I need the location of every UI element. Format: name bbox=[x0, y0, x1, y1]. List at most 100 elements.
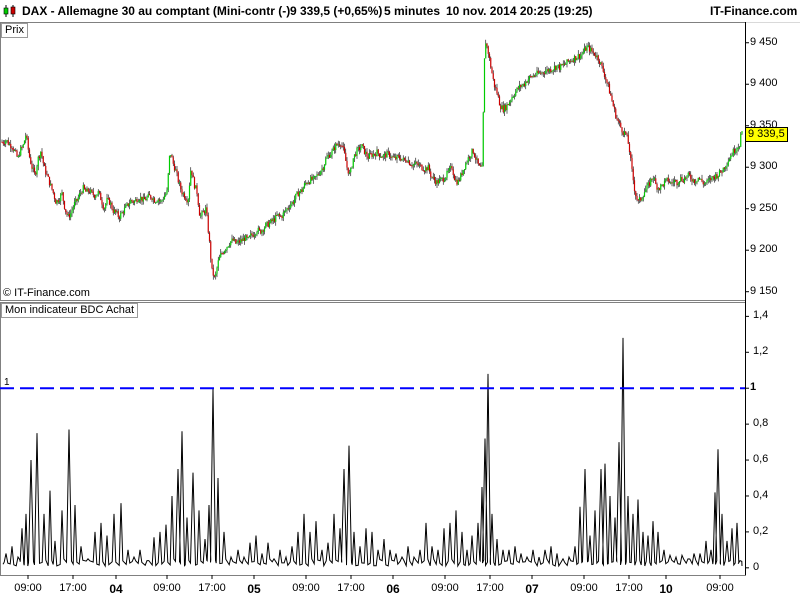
candle-down bbox=[345, 152, 347, 161]
candle-up bbox=[266, 221, 268, 224]
candle-down bbox=[87, 188, 89, 192]
candle-down bbox=[271, 219, 273, 222]
candle-up bbox=[697, 177, 699, 181]
candle-down bbox=[426, 167, 428, 171]
candle-down bbox=[3, 143, 6, 145]
candle-down bbox=[203, 211, 206, 214]
candle-down bbox=[563, 63, 566, 65]
candle-down bbox=[53, 193, 56, 199]
candle-up bbox=[248, 235, 251, 238]
candle-up bbox=[725, 166, 727, 169]
candle-up bbox=[331, 150, 333, 155]
candle-down bbox=[500, 105, 502, 110]
candle-down bbox=[621, 127, 623, 133]
candle-up bbox=[320, 171, 322, 175]
candle-up bbox=[155, 202, 157, 204]
candle-down bbox=[595, 55, 597, 58]
brand-label: IT-Finance.com bbox=[710, 4, 798, 18]
candle-up bbox=[170, 155, 172, 157]
candle-down bbox=[723, 167, 726, 169]
candle-up bbox=[113, 209, 116, 213]
candle-down bbox=[612, 100, 614, 107]
candle-down bbox=[616, 118, 618, 120]
candle-up bbox=[291, 202, 293, 205]
price-y-tick-label: 9 300 bbox=[750, 160, 778, 173]
candle-down bbox=[578, 54, 581, 59]
candle-down bbox=[498, 96, 501, 106]
candle-up bbox=[737, 147, 739, 149]
candle-up bbox=[242, 237, 244, 241]
candle-up bbox=[396, 155, 398, 160]
candle-up bbox=[476, 158, 478, 160]
candle-down bbox=[46, 174, 48, 176]
x-day-label: 10 bbox=[659, 582, 673, 596]
candle-down bbox=[456, 179, 458, 185]
candle-up bbox=[436, 180, 438, 185]
candle-down bbox=[627, 134, 629, 144]
candle-down bbox=[341, 145, 343, 147]
candle-up bbox=[673, 180, 676, 183]
candle-up bbox=[446, 170, 448, 178]
candle-down bbox=[620, 122, 622, 128]
candle-up bbox=[503, 105, 506, 113]
candle-up bbox=[536, 70, 538, 76]
candle-up bbox=[376, 149, 378, 157]
candle-up bbox=[541, 72, 543, 74]
candle-up bbox=[36, 166, 38, 175]
candle-up bbox=[70, 213, 72, 218]
candle-up bbox=[128, 203, 131, 206]
candle-down bbox=[658, 188, 661, 190]
candle-up bbox=[565, 63, 567, 65]
candle-down bbox=[235, 239, 237, 244]
candle-up bbox=[123, 207, 126, 214]
candle-down bbox=[193, 177, 196, 189]
candle-down bbox=[458, 179, 461, 181]
candle-down bbox=[148, 193, 151, 196]
candle-up bbox=[72, 207, 74, 211]
x-time-label: 17:00 bbox=[615, 582, 643, 594]
candle-down bbox=[343, 146, 346, 153]
candle-up bbox=[302, 187, 304, 192]
candle-down bbox=[241, 239, 243, 241]
candle-down bbox=[210, 241, 212, 259]
candle-down bbox=[690, 174, 692, 179]
candle-down bbox=[626, 133, 628, 135]
candle-up bbox=[337, 144, 339, 146]
candle-up bbox=[296, 191, 298, 194]
candle-down bbox=[246, 235, 248, 238]
candle-down bbox=[505, 105, 507, 111]
candle-down bbox=[702, 181, 704, 185]
candle-up bbox=[485, 43, 487, 59]
candle-down bbox=[607, 82, 609, 84]
candle-down bbox=[486, 43, 488, 47]
candle-down bbox=[83, 185, 86, 189]
candle-up bbox=[460, 173, 462, 181]
candle-up bbox=[506, 104, 508, 111]
candle-down bbox=[11, 147, 13, 149]
candle-up bbox=[382, 155, 384, 158]
candle-up bbox=[515, 91, 517, 96]
candle-up bbox=[335, 143, 337, 151]
candle-up bbox=[687, 172, 689, 176]
candle-up bbox=[516, 87, 518, 92]
candle-down bbox=[540, 72, 542, 74]
candle-down bbox=[65, 208, 67, 213]
indicator-y-tick-label: 0,2 bbox=[753, 524, 769, 537]
candle-down bbox=[38, 156, 41, 159]
candle-up bbox=[326, 156, 328, 159]
candle-down bbox=[115, 209, 117, 213]
candle-down bbox=[151, 198, 153, 201]
candle-up bbox=[365, 151, 367, 154]
candle-up bbox=[166, 190, 168, 194]
candle-up bbox=[18, 155, 21, 157]
candle-up bbox=[661, 184, 663, 186]
candle-up bbox=[692, 179, 694, 182]
candle-up bbox=[552, 69, 554, 72]
candle-down bbox=[143, 196, 146, 200]
candle-down bbox=[472, 148, 474, 154]
candle-up bbox=[418, 164, 421, 166]
candle-up bbox=[657, 188, 659, 190]
candlestick-series bbox=[1, 39, 743, 280]
candle-down bbox=[572, 60, 574, 62]
candle-down bbox=[637, 199, 639, 201]
